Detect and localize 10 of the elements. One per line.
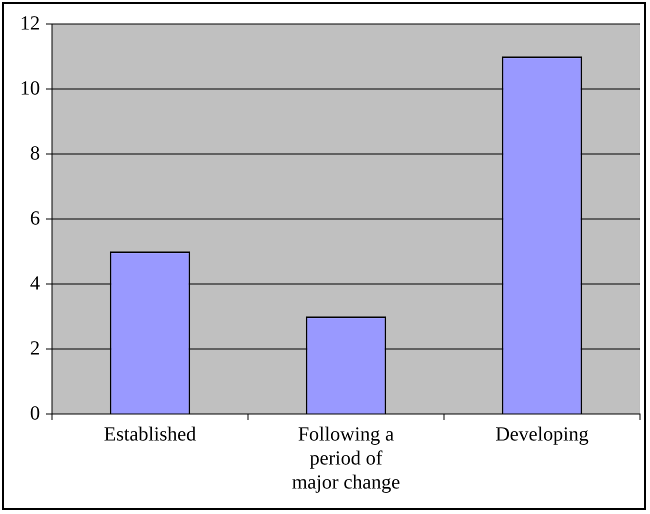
x-tick-label: Following a period of major change — [292, 423, 400, 494]
y-tick-label: 4 — [30, 272, 40, 294]
y-tick-label: 0 — [30, 402, 40, 424]
y-tick-label: 8 — [30, 142, 40, 164]
y-tick-label: 2 — [30, 337, 40, 360]
y-tick-label: 10 — [20, 77, 40, 100]
x-tick-label: Developing — [495, 423, 589, 446]
y-tick-label: 12 — [20, 12, 40, 34]
x-tick-label: Established — [104, 423, 196, 446]
y-tick-label: 6 — [30, 207, 40, 230]
